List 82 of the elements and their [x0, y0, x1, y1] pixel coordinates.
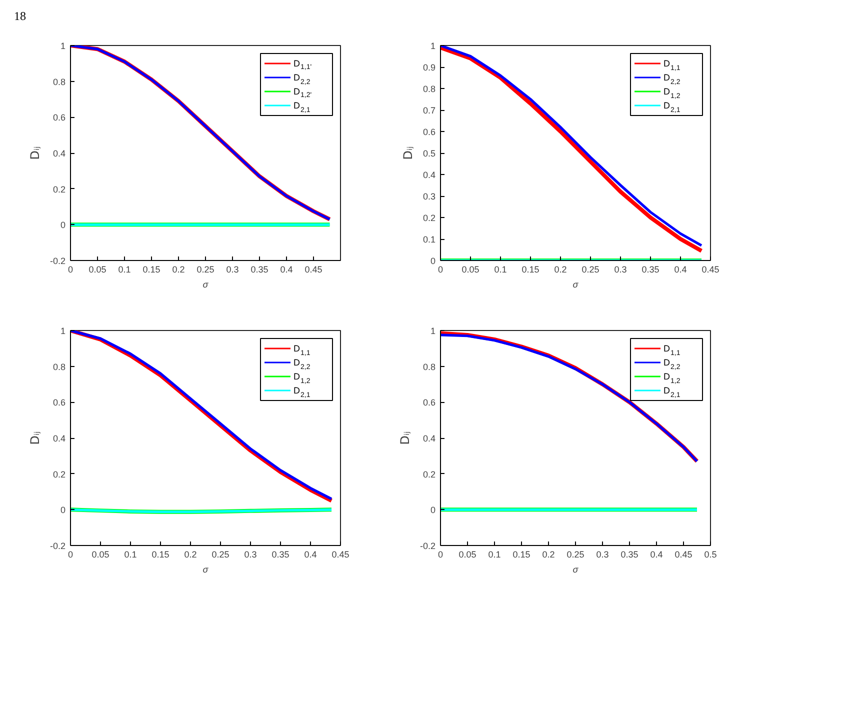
y-tick-label: 0.8 [52, 76, 66, 87]
y-tick-label: 0.2 [52, 184, 66, 194]
y-tick-label: 0.6 [422, 127, 436, 138]
y-tick-label: -0.2 [420, 541, 436, 552]
text: 18 [14, 8, 26, 25]
y-tick-label: 0.6 [52, 112, 66, 123]
x-tick-label: 0.05 [92, 550, 110, 560]
x-axis-title: σ [202, 564, 209, 575]
x-tick-label: 0.1 [488, 550, 501, 560]
x-tick-label: 0 [68, 550, 74, 560]
x-axis-title: σ [572, 564, 579, 575]
x-tick-label: 0.2 [542, 550, 555, 560]
x-tick-label: 0.3 [226, 264, 239, 275]
x-tick-label: 0.3 [614, 264, 627, 275]
y-tick-label: 1 [60, 326, 66, 336]
y-tick-label: 0.2 [422, 213, 436, 224]
y-tick-label: 1 [60, 41, 66, 52]
y-tick-label: -0.2 [50, 541, 66, 552]
x-tick-label: 0.45 [332, 550, 350, 560]
x-axis-title: σ [202, 280, 209, 290]
y-tick-label: 0.1 [422, 234, 436, 245]
x-tick-label: 0.35 [250, 264, 268, 275]
x-tick-label: 0.1 [124, 550, 137, 560]
y-axis-title: Dᵢⱼ [400, 146, 415, 160]
x-tick-label: 0.4 [650, 550, 663, 560]
x-tick-label: 0.1 [494, 264, 507, 275]
y-tick-label: 0.4 [52, 148, 66, 159]
x-tick-label: 0.3 [244, 550, 257, 560]
y-axis-title: Dᵢⱼ [398, 431, 412, 445]
x-tick-label: 0.15 [512, 550, 530, 560]
x-tick-label: 0.05 [88, 264, 106, 275]
y-tick-label: 0.8 [422, 362, 436, 372]
y-tick-label: 0.2 [52, 469, 66, 480]
x-tick-label: 0.15 [522, 264, 540, 275]
x-tick-label: 0.35 [642, 264, 660, 275]
x-tick-label: 0.3 [596, 550, 609, 560]
x-tick-label: 0.45 [304, 264, 322, 275]
x-tick-label: 0.1 [118, 264, 131, 275]
x-tick-label: 0.35 [620, 550, 638, 560]
y-tick-label: 0.4 [422, 170, 436, 180]
y-tick-label: 0.6 [422, 398, 436, 408]
y-tick-label: 0 [430, 256, 436, 266]
x-tick-label: 0.25 [196, 264, 214, 275]
y-tick-label: 0.7 [422, 106, 436, 116]
x-tick-label: 0.15 [142, 264, 160, 275]
y-tick-label: -0.2 [50, 256, 66, 266]
x-tick-label: 0 [438, 264, 444, 275]
y-tick-label: 1 [430, 326, 436, 336]
x-tick-label: 0.5 [704, 550, 717, 560]
x-tick-label: 0.25 [582, 264, 600, 275]
x-tick-label: 0.25 [212, 550, 230, 560]
x-tick-label: 0.2 [172, 264, 185, 275]
y-tick-label: 0 [60, 220, 66, 230]
x-tick-label: 0.4 [674, 264, 687, 275]
y-tick-label: 0.8 [52, 362, 66, 372]
x-tick-label: 0.2 [184, 550, 197, 560]
x-tick-label: 0.45 [702, 264, 720, 275]
x-tick-label: 0.05 [462, 264, 480, 275]
x-tick-label: 0.35 [272, 550, 290, 560]
y-axis-title: Dᵢⱼ [28, 431, 42, 445]
y-tick-label: 0.8 [422, 84, 436, 94]
x-tick-label: 0.2 [554, 264, 567, 275]
y-tick-label: 0.3 [422, 192, 436, 202]
y-axis-title: Dᵢⱼ [28, 146, 42, 160]
x-tick-label: 0.45 [674, 550, 692, 560]
y-tick-label: 1 [430, 41, 436, 52]
x-tick-label: 0.05 [458, 550, 476, 560]
y-tick-label: 0.4 [52, 434, 66, 444]
y-tick-label: 0.5 [422, 148, 436, 159]
x-axis-title: σ [572, 280, 579, 290]
y-tick-label: 0.4 [422, 434, 436, 444]
y-tick-label: 0.2 [422, 469, 436, 480]
x-tick-label: 0.4 [280, 264, 293, 275]
x-tick-label: 0 [438, 550, 444, 560]
y-tick-label: 0 [430, 505, 436, 516]
y-tick-label: 0 [60, 505, 66, 516]
x-tick-label: 0.4 [304, 550, 317, 560]
x-tick-label: 0.15 [152, 550, 170, 560]
y-tick-label: 0.9 [422, 62, 436, 73]
x-tick-label: 0.25 [566, 550, 584, 560]
y-tick-label: 0.6 [52, 398, 66, 408]
x-tick-label: 0 [68, 264, 74, 275]
